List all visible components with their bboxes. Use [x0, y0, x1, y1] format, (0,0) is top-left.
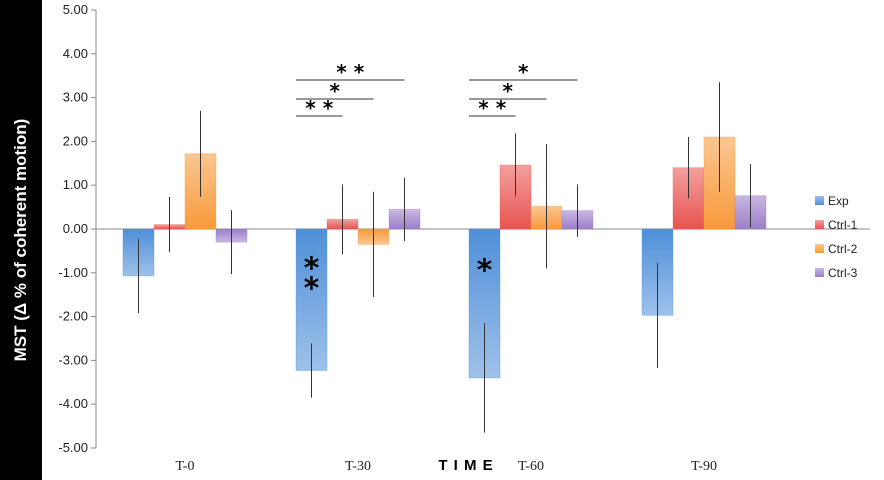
y-tick-label: -2.00 — [58, 309, 88, 324]
y-tick-label: -1.00 — [58, 265, 88, 280]
y-tick-label: 2.00 — [63, 133, 88, 148]
significance-mark: * — [477, 254, 493, 289]
x-tick-label: T-30 — [345, 459, 371, 474]
significance-mark: * — [304, 252, 320, 287]
y-axis-label: MST (Δ % of coherent motion) — [11, 119, 30, 362]
y-tick-label: 3.00 — [63, 90, 88, 105]
y-tick-label: -5.00 — [58, 440, 88, 455]
y-tick-label: 0.00 — [63, 221, 88, 236]
legend-swatch — [815, 268, 824, 277]
legend-label: Ctrl-3 — [828, 266, 858, 280]
x-tick-label: T-0 — [176, 459, 195, 474]
significance-label: * * — [305, 96, 333, 120]
significance-label: * — [330, 79, 341, 103]
legend-label: Ctrl-1 — [828, 218, 858, 232]
legend-swatch — [815, 220, 824, 229]
significance-mark: * — [304, 272, 320, 307]
y-tick-label: 4.00 — [63, 46, 88, 61]
significance-label: * — [518, 60, 529, 84]
y-tick-label: 5.00 — [63, 2, 88, 17]
legend-label: Ctrl-2 — [828, 242, 858, 256]
significance-label: * * — [336, 60, 364, 84]
legend-label: Exp — [828, 194, 849, 208]
y-axis-label-band — [0, 0, 42, 480]
x-tick-label: T-90 — [691, 459, 717, 474]
y-tick-label: 1.00 — [63, 177, 88, 192]
legend-swatch — [815, 244, 824, 253]
x-axis-label: T I M E — [438, 457, 493, 474]
y-tick-label: -4.00 — [58, 396, 88, 411]
y-tick-label: -3.00 — [58, 352, 88, 367]
x-tick-label: T-60 — [518, 459, 544, 474]
legend-swatch — [815, 196, 824, 205]
significance-label: * * — [478, 96, 506, 120]
significance-label: * — [503, 79, 514, 103]
